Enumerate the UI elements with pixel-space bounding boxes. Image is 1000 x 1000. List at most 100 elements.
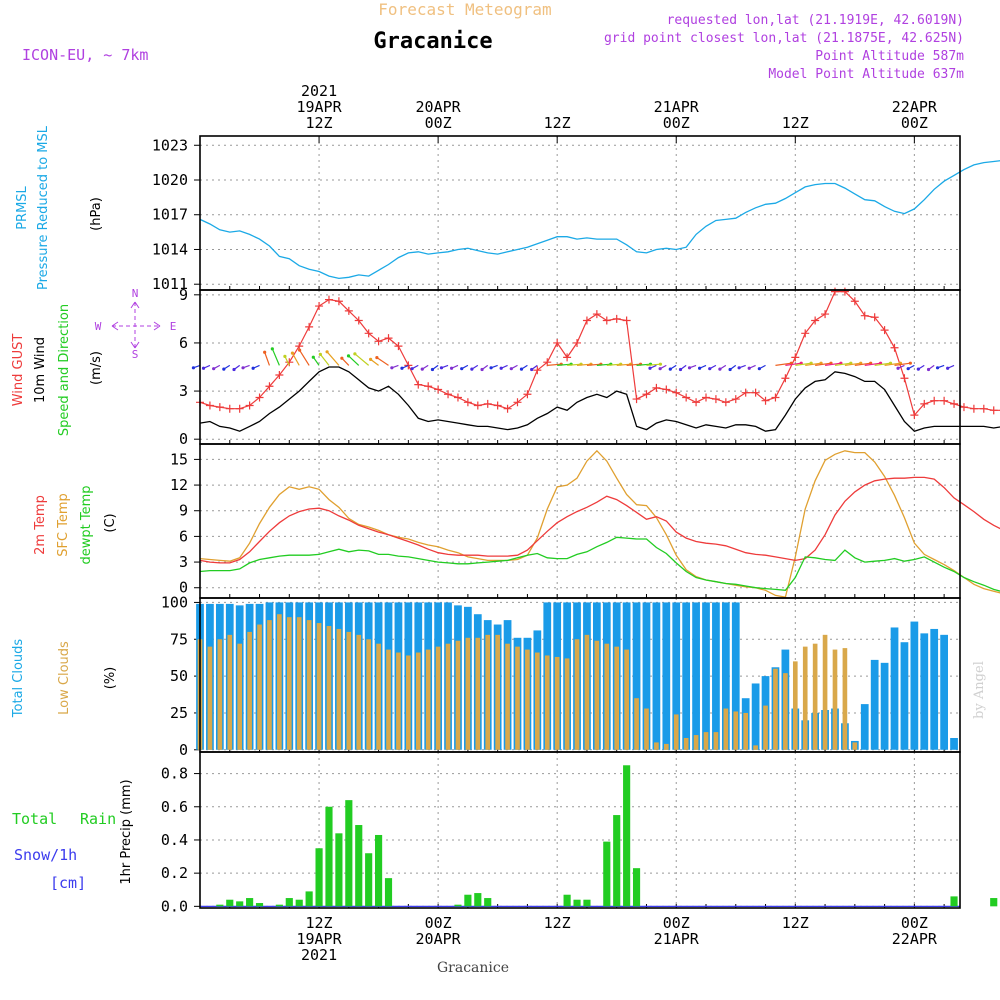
gust-point — [275, 371, 284, 380]
wind-arrow-head — [658, 367, 662, 371]
low-clouds-label: Low Clouds — [57, 641, 72, 715]
rain-bar — [384, 878, 393, 907]
gust-point — [880, 326, 889, 335]
y-tick-label: 25 — [170, 704, 188, 722]
wind-arrow — [264, 352, 271, 366]
total-cloud-bar — [632, 602, 641, 750]
gust-point — [533, 366, 542, 375]
time-label-bottom: 21APR — [654, 930, 700, 948]
rain-bar — [632, 868, 641, 907]
wind-arrow-head — [297, 348, 302, 352]
wind-arrow — [291, 352, 300, 366]
wind-arrow-head — [470, 367, 474, 371]
low-cloud-bar — [802, 646, 808, 750]
wind-arrow — [795, 362, 812, 366]
wind-arrow-head — [896, 366, 900, 370]
time-label-top: 00Z — [901, 114, 928, 132]
low-cloud-bar — [406, 655, 411, 750]
rain-bar — [484, 898, 492, 907]
footer-location: Gracanice — [437, 960, 509, 976]
wind-arrow-head — [530, 367, 534, 372]
wind-arrow — [586, 363, 601, 366]
y-tick-label: 0.8 — [161, 765, 188, 783]
wind-arrow — [271, 348, 280, 366]
gust-point — [523, 390, 532, 399]
rain-bar — [990, 898, 998, 907]
gust-point — [483, 399, 492, 408]
gust-point — [553, 338, 562, 347]
gust-point — [324, 295, 333, 304]
low-cloud-bar — [604, 643, 610, 750]
wind-arrow-head — [687, 366, 692, 370]
wind-arrow — [805, 362, 822, 366]
gust-point — [354, 316, 363, 325]
low-cloud-bar — [535, 652, 540, 750]
low-cloud-bar — [396, 652, 401, 750]
wind-arrow-head — [926, 367, 931, 372]
wind-arrow-head — [353, 352, 357, 356]
gust-point — [364, 329, 373, 338]
wind-arrow-head — [509, 367, 513, 371]
gust-point — [453, 393, 462, 402]
gust-point — [315, 302, 324, 311]
time-label-top: 00Z — [663, 114, 690, 132]
rain-bar — [583, 899, 591, 907]
low-cloud-bar — [713, 732, 719, 750]
low-cloud-bar — [644, 708, 649, 750]
low-cloud-bar — [356, 634, 362, 750]
total-cloud-bar — [731, 602, 740, 750]
low-cloud-bar — [842, 648, 848, 750]
low-cloud-bar — [753, 745, 758, 750]
wind-arrow — [557, 363, 572, 366]
wind-arrow — [854, 362, 871, 366]
y-tick-label: 15 — [170, 450, 188, 468]
rain-bar — [563, 894, 571, 907]
low-cloud-bar — [584, 634, 590, 750]
y-tick-label: 1017 — [152, 206, 188, 224]
low-cloud-bar — [386, 649, 391, 750]
wind-arrow-head — [311, 355, 315, 359]
wind-arrow-head — [340, 356, 344, 360]
total-cloud-bar — [900, 642, 909, 750]
y-tick-label: 12 — [170, 476, 188, 494]
wind-arrow-head — [410, 367, 414, 371]
time-label-bottom: 22APR — [892, 930, 938, 948]
rain-bar — [275, 904, 283, 907]
total-cloud-bar — [860, 704, 869, 750]
wind-arrow — [576, 363, 592, 366]
time-label-bottom: 12Z — [782, 914, 809, 932]
gust-point — [830, 287, 839, 296]
rain-bar — [613, 815, 621, 907]
total-cloud-bar — [702, 602, 710, 750]
low-cloud-bar — [376, 643, 381, 750]
gust-point — [513, 398, 522, 407]
gust-point — [870, 313, 879, 322]
rain-bar — [325, 806, 333, 907]
rain-bar — [375, 834, 383, 907]
wind-arrow-head — [241, 366, 245, 370]
low-cloud-bar — [554, 656, 560, 750]
wind-arrow-head — [946, 366, 950, 370]
total-cloud-bar — [721, 602, 730, 750]
gust-point — [503, 404, 512, 413]
low-cloud-bar — [733, 711, 739, 750]
time-label-top: 21APR — [654, 98, 700, 116]
low-cloud-bar — [624, 649, 629, 750]
gust-point — [493, 401, 502, 410]
low-cloud-bar — [277, 614, 282, 750]
gridpoint-coords: grid point closest lon,lat (21.1875E, 42… — [604, 31, 964, 46]
gust-point — [235, 404, 244, 413]
low-cloud-bar — [693, 735, 699, 750]
wind-arrow — [864, 362, 881, 366]
wind-arrow — [815, 362, 832, 366]
gust-point — [721, 398, 730, 407]
total-cloud-bar — [870, 659, 879, 750]
wind-arrow — [884, 362, 901, 366]
wind-arrow-head — [489, 366, 493, 370]
low-cloud-bar — [852, 742, 858, 750]
gust-point — [334, 297, 343, 306]
total-cloud-bar — [930, 628, 939, 750]
wind-arrow-head — [346, 354, 351, 358]
gust-point — [930, 396, 939, 405]
rain-bar — [295, 899, 303, 907]
